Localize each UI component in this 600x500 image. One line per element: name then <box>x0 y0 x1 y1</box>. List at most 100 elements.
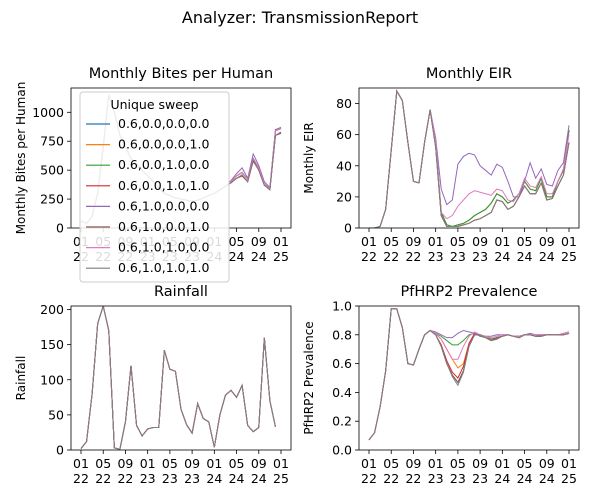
x-tick-label: 23 <box>450 249 466 264</box>
legend-entry-label: 0.6,1.0,0.0,1.0 <box>118 219 209 234</box>
y-tick-label: 0.2 <box>332 414 352 429</box>
y-tick-label: 150 <box>40 337 64 352</box>
x-tick-label: 23 <box>428 471 444 486</box>
subplot-grid: Monthly Bites per Human Monthly Bites per… <box>14 66 580 486</box>
x-tick-label: 24 <box>251 249 267 264</box>
legend-entry-label: 0.6,0.0,0.0,1.0 <box>118 137 209 152</box>
series-line <box>368 308 570 441</box>
axes-frame <box>70 305 292 451</box>
x-tick-label: 24 <box>517 249 533 264</box>
x-tick-label: 05 <box>162 456 178 471</box>
y-tick-label: 100 <box>40 372 64 387</box>
legend-entry-label: 0.6,1.0,1.0,0.0 <box>118 240 209 255</box>
x-tick-label: 25 <box>273 471 289 486</box>
x-tick-label: 22 <box>73 471 89 486</box>
y-tick-label: 0.8 <box>332 327 352 342</box>
series-group <box>80 306 276 450</box>
x-tick-label: 23 <box>428 249 444 264</box>
x-tick-label: 24 <box>494 249 510 264</box>
x-tick-label: 05 <box>517 234 533 249</box>
x-tick-label: 24 <box>229 249 245 264</box>
axes-frame <box>358 87 580 229</box>
y-tick-label: 1000 <box>32 105 64 120</box>
subplot-3: RainfallRainfall050100150200012205220922… <box>14 284 292 486</box>
x-tick-label: 09 <box>184 456 200 471</box>
legend-entry-label: 0.6,1.0,0.0,0.0 <box>118 198 209 213</box>
x-tick-label: 24 <box>206 471 222 486</box>
legend: Unique sweep 0.6,0.0,0.0,0.0 0.6,0.0,0.0,1… <box>79 91 230 283</box>
x-tick-label: 23 <box>472 471 488 486</box>
x-tick-label: 24 <box>494 471 510 486</box>
x-tick-label: 09 <box>539 234 555 249</box>
subplot-title: Rainfall <box>154 284 208 300</box>
x-tick-label: 22 <box>361 249 377 264</box>
x-tick-label: 09 <box>251 234 267 249</box>
x-tick-label: 01 <box>428 234 444 249</box>
x-tick-label: 24 <box>229 471 245 486</box>
x-tick-label: 23 <box>140 471 156 486</box>
x-tick-label: 05 <box>383 234 399 249</box>
x-tick-label: 09 <box>472 234 488 249</box>
x-tick-label: 09 <box>405 234 421 249</box>
x-tick-label: 01 <box>140 456 156 471</box>
y-tick-label: 20 <box>336 189 352 204</box>
x-tick-label: 01 <box>428 456 444 471</box>
x-tick-label: 24 <box>539 471 555 486</box>
y-axis-label: Monthly Bites per Human <box>14 82 28 235</box>
x-tick-label: 09 <box>472 456 488 471</box>
x-tick-label: 25 <box>561 471 577 486</box>
x-tick-label: 23 <box>472 249 488 264</box>
y-tick-label: 250 <box>40 192 64 207</box>
x-tick-label: 05 <box>229 234 245 249</box>
x-tick-label: 22 <box>117 471 133 486</box>
x-tick-label: 22 <box>405 249 421 264</box>
y-tick-label: 750 <box>40 134 64 149</box>
x-tick-label: 05 <box>383 456 399 471</box>
x-tick-label: 05 <box>229 456 245 471</box>
y-tick-label: 0.6 <box>332 356 352 371</box>
x-tick-label: 09 <box>251 456 267 471</box>
x-tick-label: 24 <box>517 471 533 486</box>
y-tick-label: 500 <box>40 163 64 178</box>
x-tick-label: 23 <box>162 471 178 486</box>
series-line <box>369 89 570 228</box>
y-tick-label: 50 <box>48 407 64 422</box>
subplot-title: Monthly Bites per Human <box>89 66 273 82</box>
x-tick-label: 01 <box>561 456 577 471</box>
x-tick-label: 22 <box>383 249 399 264</box>
x-tick-label: 09 <box>539 456 555 471</box>
legend-title: Unique sweep <box>110 97 198 112</box>
x-tick-label: 05 <box>450 456 466 471</box>
x-tick-label: 05 <box>95 456 111 471</box>
x-tick-label: 22 <box>405 471 421 486</box>
series-group <box>369 89 570 228</box>
plot-area <box>359 88 579 228</box>
x-tick-label: 25 <box>561 249 577 264</box>
x-tick-label: 01 <box>561 234 577 249</box>
legend-box <box>79 91 230 283</box>
series-group <box>368 308 570 441</box>
y-axis-label: Monthly EIR <box>302 122 316 193</box>
x-tick-label: 05 <box>450 234 466 249</box>
series-line <box>80 306 276 450</box>
y-tick-label: 1.0 <box>332 299 352 314</box>
plot-area <box>359 306 579 450</box>
x-tick-label: 23 <box>184 471 200 486</box>
x-tick-label: 24 <box>251 471 267 486</box>
figure-suptitle: Analyzer: TransmissionReport <box>182 8 418 27</box>
y-axis-label: Rainfall <box>14 356 28 401</box>
x-tick-label: 01 <box>494 234 510 249</box>
y-tick-label: 0 <box>56 443 64 458</box>
legend-entry-label: 0.6,1.0,1.0,1.0 <box>118 260 209 275</box>
plot-area <box>71 306 291 450</box>
x-tick-label: 22 <box>95 471 111 486</box>
y-tick-label: 80 <box>336 96 352 111</box>
x-tick-label: 05 <box>517 456 533 471</box>
y-axis-label: PfHRP2 Prevalence <box>302 321 316 434</box>
y-tick-label: 60 <box>336 127 352 142</box>
axes-frame <box>358 305 580 451</box>
legend-entry-label: 0.6,0.0,1.0,1.0 <box>118 178 209 193</box>
y-tick-label: 0.4 <box>332 385 352 400</box>
